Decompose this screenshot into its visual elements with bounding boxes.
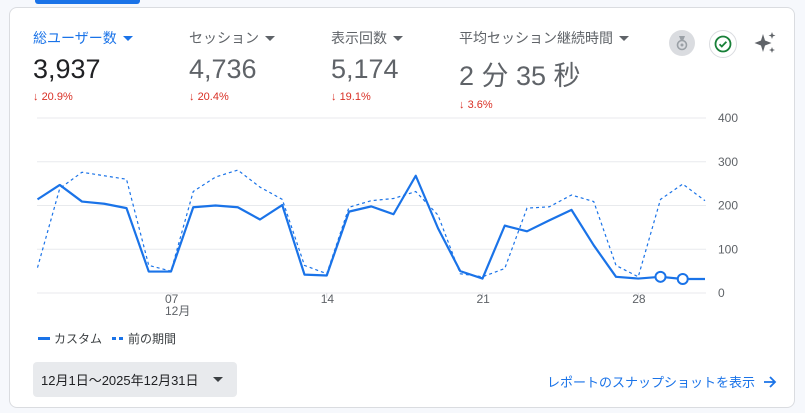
y-tick-label: 100: [718, 242, 738, 256]
caret-down-icon: [265, 35, 275, 41]
metric-label-text: 表示回数: [331, 30, 387, 46]
metric-label-text: 総ユーザー数: [33, 30, 117, 46]
active-tab-indicator: [35, 0, 140, 4]
metric-label-text: セッション: [189, 30, 259, 46]
metric-label[interactable]: 表示回数: [331, 28, 403, 48]
metric-value: 4,736: [189, 54, 257, 84]
date-range-selector[interactable]: 12月1日～2025年12月31日: [33, 362, 237, 397]
caret-down-icon: [122, 35, 133, 41]
sparkle-icon[interactable]: [752, 30, 778, 56]
caret-down-icon: [393, 35, 403, 41]
view-report-snapshot-link[interactable]: レポートのスナップショットを表示: [547, 372, 777, 391]
delta-text: 20.4%: [197, 91, 229, 103]
y-tick-label: 300: [718, 155, 738, 169]
legend-item-previous-period: 前の期間: [128, 332, 177, 346]
delta-text: 19.1%: [339, 91, 371, 103]
y-tick-label: 0: [718, 286, 725, 300]
data-point-marker: [676, 273, 689, 285]
y-tick-label: 200: [718, 199, 738, 213]
legend-solid-swatch: [38, 337, 50, 340]
series-line-custom: [36, 174, 705, 281]
metric-avg-session-duration[interactable]: 平均セッション継続時間 2 分 35 秒 ↓ 3.6%: [459, 28, 629, 111]
medal-icon[interactable]: [669, 30, 695, 56]
x-tick-label: 21: [477, 292, 491, 306]
y-tick-label: 400: [718, 111, 738, 125]
x-tick-label: 28: [632, 292, 646, 306]
metric-delta: ↓ 20.9%: [33, 91, 73, 103]
x-tick-label: 07: [165, 292, 179, 306]
metric-delta: ↓ 3.6%: [459, 99, 493, 111]
report-link-text: レポートのスナップショットを表示: [546, 375, 755, 390]
date-range-text: 12月1日～2025年12月31日: [41, 373, 199, 388]
metric-views[interactable]: 表示回数 5,174 ↓ 19.1%: [331, 28, 403, 103]
legend-dashed-swatch: [112, 337, 125, 340]
metric-value: 5,174: [331, 54, 399, 84]
chart-legend: カスタム 前の期間: [38, 330, 176, 347]
data-point-marker: [654, 270, 667, 283]
metric-total-users[interactable]: 総ユーザー数 3,937 ↓ 20.9%: [33, 28, 133, 103]
delta-text: 20.9%: [41, 91, 73, 103]
metric-value: 3,937: [33, 54, 101, 84]
metric-delta: ↓ 19.1%: [331, 91, 371, 103]
metric-label-text: 平均セッション継続時間: [459, 30, 613, 46]
caret-down-icon: [619, 35, 629, 41]
overview-card: [9, 7, 795, 408]
metric-label[interactable]: セッション: [189, 28, 275, 48]
series-line-previous-period: [36, 169, 706, 278]
metric-delta: ↓ 20.4%: [189, 91, 229, 103]
caret-down-icon: [212, 377, 223, 382]
metric-value: 2 分 35 秒: [459, 61, 581, 91]
x-tick-label: 14: [321, 292, 335, 306]
metric-sessions[interactable]: セッション 4,736 ↓ 20.4%: [189, 28, 275, 103]
metric-label[interactable]: 総ユーザー数: [33, 28, 133, 48]
legend-item-custom: カスタム: [54, 332, 103, 346]
arrow-right-icon: [764, 375, 777, 388]
metric-label[interactable]: 平均セッション継続時間: [459, 28, 629, 48]
delta-text: 3.6%: [467, 99, 493, 111]
x-tick-month-label: 12月: [165, 304, 190, 318]
check-circle-icon[interactable]: [709, 30, 737, 58]
